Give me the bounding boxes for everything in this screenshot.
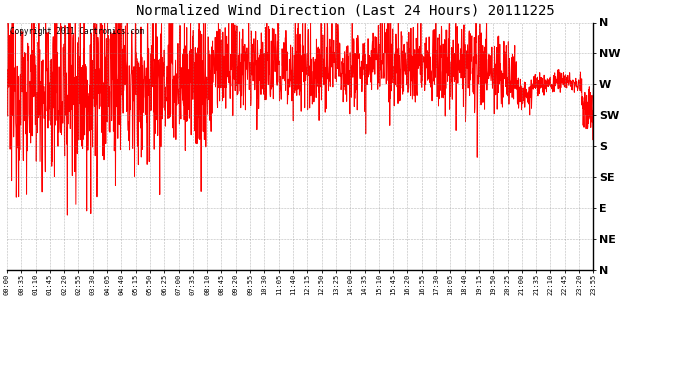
Text: Copyright 2011 Cartronics.com: Copyright 2011 Cartronics.com xyxy=(10,27,144,36)
Text: Normalized Wind Direction (Last 24 Hours) 20111225: Normalized Wind Direction (Last 24 Hours… xyxy=(136,4,554,18)
